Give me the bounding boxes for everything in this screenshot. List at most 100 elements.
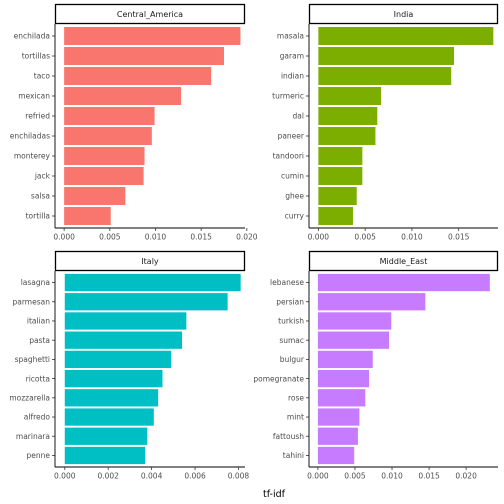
bar-ghee [318,187,357,205]
bar-persian [317,293,426,311]
category-label: pasta [29,336,50,345]
x-tick-label: 0.000 [54,472,76,481]
category-label: penne [27,451,51,460]
x-axis-label: tf-idf [263,489,286,500]
bar-marinara [64,427,148,445]
bar-fattoush [317,427,358,445]
x-tick-label: 0.005 [354,233,376,242]
bar-parmesan [64,293,228,311]
x-tick-label: 0.005 [344,472,366,481]
category-label: pomegranate [253,374,304,383]
bar-italian [64,312,187,330]
bar-mint [317,408,360,426]
category-label: dal [293,112,304,121]
category-label: bulgur [280,355,305,364]
x-tick-label: 0.015 [190,233,212,242]
x-tick-label: 0.006 [184,472,206,481]
bar-lasagna [64,273,241,292]
x-tick-label: 0.008 [228,472,250,481]
category-label: cumin [281,172,304,181]
category-label: fattoush [273,432,304,441]
category-label: masala [277,32,304,41]
bar-spaghetti [64,350,172,369]
category-label: sumac [279,336,304,345]
bar-cumin [318,167,363,185]
category-label: ghee [285,192,304,201]
x-tick-label: 0.004 [141,472,163,481]
x-tick-label: 0.020 [455,472,477,481]
bar-refried [64,107,155,125]
category-label: ricotta [26,374,50,383]
panel-india: India masala garam indian turmeric dal paneer t… [272,3,499,242]
x-tick-label: 0.010 [401,233,423,242]
bar-bulgur [317,350,373,369]
category-label: salsa [31,192,50,201]
bar-mexican [64,87,182,105]
x-tick-label: 0.000 [307,472,329,481]
category-label: monterey [14,152,51,161]
facet-title: Italy [141,257,159,266]
facet-strip [308,3,499,25]
bar-pomegranate [317,369,370,388]
bar-pasta [64,331,183,349]
bar-mozzarella [64,389,159,407]
bar-monterey [64,147,145,165]
category-label: spaghetti [15,355,50,364]
x-tick-label: 0.015 [448,233,470,242]
category-label: marinara [16,432,50,441]
category-label: parmesan [13,297,51,306]
bar-ricotta [64,369,163,388]
facet-strip [308,250,499,272]
bar-taco [64,67,212,85]
bar-tahini [317,446,355,465]
bar-turmeric [318,87,382,105]
bar-tandoori [318,147,363,165]
category-label: taco [34,72,51,81]
category-label: tortillas [22,52,50,61]
facet-strip [54,250,246,272]
category-label: mexican [18,92,50,101]
category-label: indian [281,72,304,81]
category-label: enchiladas [10,132,50,141]
category-label: tortilla [26,212,50,221]
bar-sumac [317,331,390,349]
bar-paneer [318,127,376,145]
bar-tortillas [64,47,224,65]
bar-penne [64,446,146,465]
category-label: curry [285,212,305,221]
bar-indian [318,67,452,85]
category-label: mint [287,413,304,422]
bar-enchilada [64,27,241,45]
panel-italy: Italy lasagna parmesan italian pasta spaghett… [9,250,250,481]
facet-title: Middle_East [380,257,428,266]
facet-title: India [394,10,414,19]
bar-masala [318,27,494,45]
bar-dal [318,107,378,125]
category-label: mozzarella [9,394,50,403]
x-tick-label: 0.000 [53,233,75,242]
bar-rose [317,389,366,407]
category-label: turkish [278,317,304,326]
category-label: turmeric [272,92,304,101]
category-label: rose [288,394,304,403]
bar-tortilla [64,207,111,225]
category-label: persian [276,297,304,306]
category-label: enchilada [14,32,50,41]
x-tick-label: 0.002 [97,472,119,481]
bar-garam [318,47,455,65]
panel-central-america: Central_America enchilada tortillas taco mex… [10,3,258,242]
category-label: paneer [278,132,305,141]
bar-jack [64,167,144,185]
category-label: italian [27,317,50,326]
category-label: alfredo [24,413,51,422]
x-tick-label: 0.010 [381,472,403,481]
bar-curry [318,207,353,225]
bar-salsa [64,187,126,205]
facet-title: Central_America [117,10,183,19]
category-label: refried [25,112,50,121]
category-label: garam [280,52,304,61]
panel-middle-east: Middle_East lebanese persian turkish sumac bu… [253,250,499,481]
x-tick-label: 0.005 [99,233,121,242]
facet-strip [54,3,246,25]
